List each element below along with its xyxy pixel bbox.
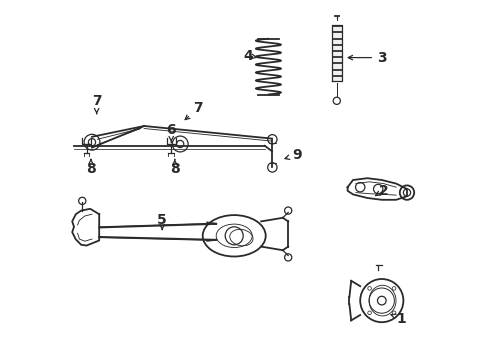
- Text: 1: 1: [391, 312, 407, 325]
- Text: 8: 8: [86, 159, 96, 176]
- Text: 8: 8: [170, 159, 180, 176]
- Text: 6: 6: [167, 123, 176, 142]
- Text: 7: 7: [185, 101, 203, 120]
- Text: 2: 2: [375, 184, 389, 198]
- Bar: [332, 39, 342, 44]
- Bar: [332, 76, 342, 81]
- Bar: [332, 63, 342, 69]
- Text: 9: 9: [285, 148, 302, 162]
- Bar: [332, 26, 342, 31]
- Bar: [332, 69, 342, 75]
- Bar: [332, 57, 342, 62]
- Bar: [332, 32, 342, 37]
- Text: 4: 4: [244, 49, 257, 63]
- Text: 3: 3: [348, 51, 387, 64]
- Bar: [332, 51, 342, 56]
- Text: 5: 5: [157, 213, 167, 230]
- Text: 7: 7: [92, 94, 101, 113]
- Bar: [332, 45, 342, 50]
